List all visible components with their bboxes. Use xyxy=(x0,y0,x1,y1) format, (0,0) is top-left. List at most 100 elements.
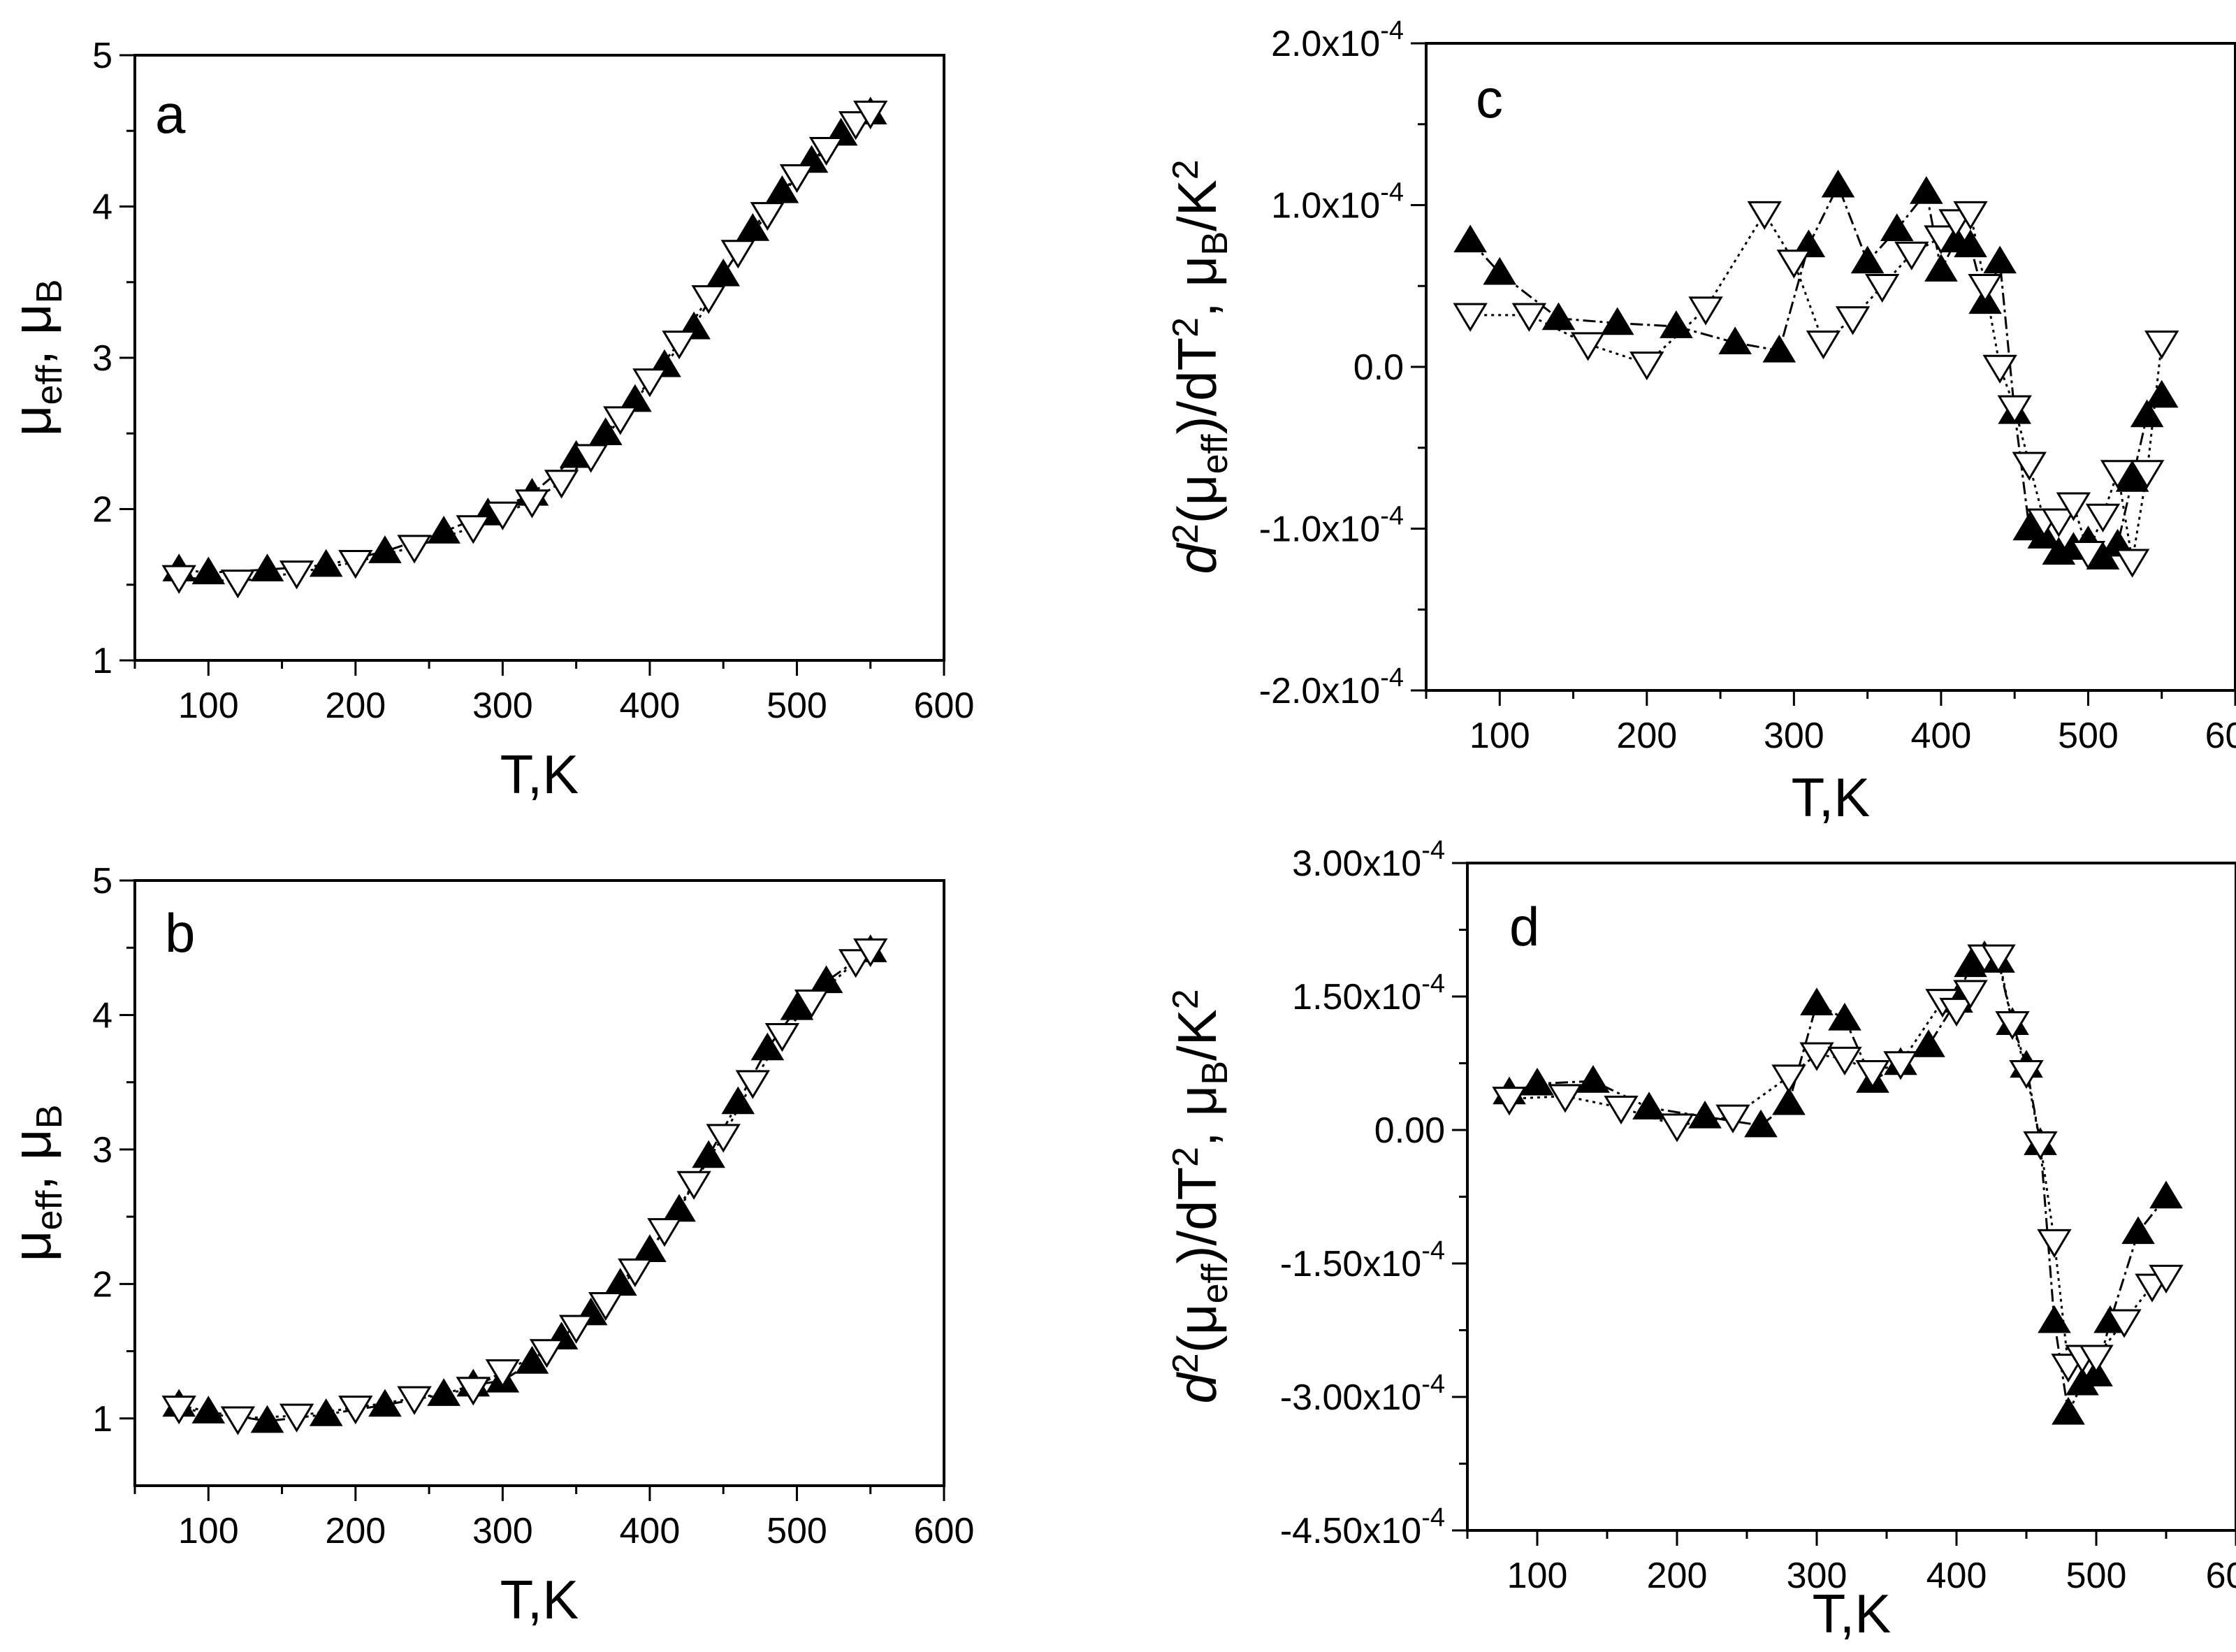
point-c-open-down-triangle-4 xyxy=(1688,296,1723,326)
point-c-open-down-triangle-3 xyxy=(1629,352,1664,381)
x-tick-label-b-1: 200 xyxy=(325,1511,386,1551)
point-a-open-down-triangle-17 xyxy=(808,136,844,166)
point-a-open-down-triangle-18 xyxy=(838,111,873,140)
point-c-open-down-triangle-2 xyxy=(1570,332,1606,361)
point-b-filled-up-triangle-14 xyxy=(692,1140,725,1168)
x-tick-label-c-0: 100 xyxy=(1469,716,1530,756)
point-d-open-down-triangle-1 xyxy=(1548,1084,1583,1113)
x-tick-label-d-4: 500 xyxy=(2066,1556,2127,1596)
point-d-filled-up-triangle-6 xyxy=(1772,1087,1806,1115)
point-a-open-down-triangle-3 xyxy=(338,550,373,579)
point-d-filled-up-triangle-19 xyxy=(2038,1305,2071,1333)
point-b-filled-up-triangle-4 xyxy=(368,1389,402,1417)
point-c-open-down-triangle-16 xyxy=(1997,395,2032,424)
y-tick-label-a-0: 1 xyxy=(92,641,112,681)
point-d-open-down-triangle-17 xyxy=(2023,1131,2058,1161)
point-d-filled-up-triangle-20 xyxy=(2052,1396,2085,1425)
point-c-filled-up-triangle-1 xyxy=(1483,256,1517,285)
x-tick-label-d-0: 100 xyxy=(1507,1556,1568,1596)
point-c-open-down-triangle-14 xyxy=(1968,274,2003,303)
point-c-open-down-triangle-13 xyxy=(1953,201,1988,230)
point-b-open-down-triangle-8 xyxy=(558,1314,594,1344)
point-d-filled-up-triangle-3 xyxy=(1632,1092,1666,1120)
point-a-open-down-triangle-5 xyxy=(456,515,491,544)
point-c-open-down-triangle-22 xyxy=(2085,503,2121,532)
point-c-filled-up-triangle-6 xyxy=(1762,334,1796,363)
point-d-filled-up-triangle-7 xyxy=(1800,987,1834,1015)
marks-d xyxy=(1492,940,2184,1425)
point-b-filled-up-triangle-15 xyxy=(721,1086,755,1115)
point-d-filled-up-triangle-25 xyxy=(2149,1180,2183,1209)
point-d-filled-up-triangle-24 xyxy=(2121,1216,2155,1245)
point-b-open-down-triangle-5 xyxy=(456,1377,491,1406)
y-tick-label-c-4: 2.0x10-4 xyxy=(1271,16,1404,64)
point-b-open-down-triangle-14 xyxy=(735,1070,770,1099)
point-c-filled-up-triangle-0 xyxy=(1453,224,1487,253)
point-d-filled-up-triangle-8 xyxy=(1828,1002,1861,1031)
point-b-open-down-triangle-7 xyxy=(529,1339,565,1368)
point-c-open-down-triangle-1 xyxy=(1511,303,1547,332)
x-tick-label-d-2: 300 xyxy=(1787,1556,1847,1596)
series-line-b-open-down-triangle xyxy=(178,949,871,1420)
point-a-open-down-triangle-13 xyxy=(691,285,726,314)
point-b-filled-up-triangle-8 xyxy=(515,1346,549,1374)
y-tick-label-c-3: 1.0x10-4 xyxy=(1271,178,1404,226)
point-d-open-down-triangle-24 xyxy=(2149,1264,2184,1294)
point-c-filled-up-triangle-3 xyxy=(1600,307,1634,335)
point-d-open-down-triangle-4 xyxy=(1715,1104,1750,1133)
panel-b: 100 200 300 400 500 600 1 2 3 4 5 b T,K μeff, μB xyxy=(1,861,974,1630)
point-b-open-down-triangle-18 xyxy=(853,938,888,967)
point-a-open-down-triangle-15 xyxy=(750,202,785,231)
x-tick-label-c-4: 500 xyxy=(2058,716,2119,756)
y-tick-label-b-3: 4 xyxy=(92,995,112,1036)
point-d-filled-up-triangle-2 xyxy=(1576,1065,1610,1093)
point-c-filled-up-triangle-11 xyxy=(1910,176,1943,204)
point-c-open-down-triangle-15 xyxy=(1982,354,2017,384)
x-tick-label-b-4: 500 xyxy=(767,1511,827,1551)
point-b-open-down-triangle-11 xyxy=(647,1218,682,1247)
x-tick-label-a-4: 500 xyxy=(767,686,827,726)
point-a-open-down-triangle-19 xyxy=(853,101,888,130)
point-a-filled-up-triangle-1 xyxy=(191,556,226,585)
point-b-open-down-triangle-0 xyxy=(161,1396,196,1425)
panel-a: 100 200 300 400 500 600 1 2 3 4 5 a T,K μeff, μB xyxy=(1,36,974,805)
point-a-open-down-triangle-12 xyxy=(662,331,697,360)
point-b-filled-up-triangle-1 xyxy=(191,1396,226,1423)
y-tick-label-d-1: -3.00x10-4 xyxy=(1280,1370,1445,1418)
point-c-open-down-triangle-7 xyxy=(1806,331,1841,360)
x-axis-title-b: T,K xyxy=(500,1569,579,1630)
point-c-open-down-triangle-5 xyxy=(1747,201,1782,230)
marks-b xyxy=(161,934,888,1435)
point-d-filled-up-triangle-4 xyxy=(1688,1100,1722,1129)
x-tick-label-c-3: 400 xyxy=(1911,716,1972,756)
x-tick-label-a-2: 300 xyxy=(472,686,533,726)
panel-label-a: a xyxy=(155,83,186,145)
point-a-filled-up-triangle-4 xyxy=(368,535,402,563)
x-tick-label-b-3: 400 xyxy=(620,1511,681,1551)
point-b-open-down-triangle-2 xyxy=(279,1403,314,1433)
point-b-open-down-triangle-3 xyxy=(338,1396,373,1425)
point-b-open-down-triangle-16 xyxy=(794,989,829,1019)
point-b-open-down-triangle-1 xyxy=(220,1406,256,1435)
marks-a xyxy=(161,96,888,599)
point-c-open-down-triangle-20 xyxy=(2056,492,2091,521)
panel-d: 100 200 300 400 500 600 -4.50x10-4 -3.00x10-4 -1… xyxy=(1166,836,2236,1644)
y-tick-label-d-2: -1.50x10-4 xyxy=(1280,1236,1445,1284)
point-a-open-down-triangle-11 xyxy=(632,368,667,398)
x-tick-label-d-1: 200 xyxy=(1647,1556,1708,1596)
point-c-filled-up-triangle-9 xyxy=(1850,245,1885,274)
series-line-a-open-down-triangle xyxy=(179,112,871,583)
series-line-b-filled-up-triangle xyxy=(178,949,871,1423)
y-tick-label-a-4: 5 xyxy=(92,36,112,76)
point-d-open-down-triangle-6 xyxy=(1799,1042,1834,1071)
point-c-filled-up-triangle-5 xyxy=(1718,326,1752,355)
y-tick-label-d-4: 1.50x10-4 xyxy=(1292,969,1445,1017)
y-tick-label-d-3: 0.00 xyxy=(1374,1110,1445,1151)
point-c-open-down-triangle-25 xyxy=(2129,460,2165,489)
ticks-c: 100 200 300 400 500 600 -2.0x10-4 -1.0x10-4 0.0 1… xyxy=(1259,16,2236,756)
point-b-filled-up-triangle-5 xyxy=(427,1378,460,1406)
point-c-filled-up-triangle-8 xyxy=(1821,169,1855,198)
point-d-open-down-triangle-0 xyxy=(1492,1087,1527,1116)
point-b-open-down-triangle-6 xyxy=(485,1359,521,1389)
point-c-filled-up-triangle-10 xyxy=(1880,213,1914,241)
